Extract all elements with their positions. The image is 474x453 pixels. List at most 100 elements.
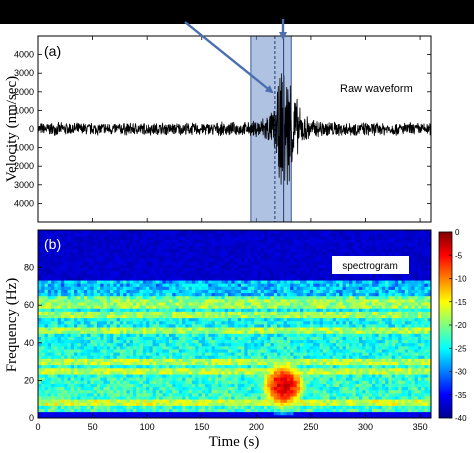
spectrogram-cell — [257, 358, 262, 362]
spectrogram-cell — [142, 233, 147, 237]
spectrogram-cell — [80, 374, 85, 378]
spectrogram-cell — [110, 302, 114, 306]
spectrogram-cell — [270, 358, 275, 362]
spectrogram-cell — [296, 302, 301, 306]
spectrogram-cell — [123, 333, 127, 337]
spectrogram-cell — [38, 336, 42, 341]
spectrogram-cell — [178, 295, 183, 300]
spectrogram-cell — [247, 230, 252, 234]
spectrogram-cell — [267, 298, 271, 303]
spectrogram-cell — [64, 270, 68, 275]
spectrogram-cell — [57, 230, 62, 234]
spectrogram-cell — [51, 414, 55, 419]
spectrogram-cell — [44, 352, 49, 356]
spectrogram-cell — [162, 317, 167, 322]
spectrogram-cell — [44, 386, 49, 391]
spectrogram-cell — [293, 414, 298, 419]
spectrogram-cell — [38, 358, 42, 362]
spectrogram-cell — [74, 411, 78, 416]
spectrogram-cell — [100, 258, 104, 262]
spectrogram-cell — [67, 402, 72, 406]
spectrogram-cell — [290, 355, 294, 359]
spectrogram-cell — [237, 289, 242, 294]
spectrogram-cell — [205, 277, 209, 281]
spectrogram-cell — [152, 233, 157, 237]
spectrogram-cell — [260, 233, 265, 237]
spectrogram-cell — [260, 352, 265, 356]
spectrogram-cell — [83, 364, 88, 369]
spectrogram-cell — [119, 364, 124, 369]
spectrogram-cell — [38, 371, 42, 375]
spectrogram-cell — [205, 349, 209, 353]
spectrogram-cell — [263, 295, 268, 300]
spectrogram-cell — [201, 389, 206, 394]
spectrogram-cell — [218, 392, 222, 397]
spectrogram-cell — [139, 355, 144, 359]
spectrogram-cell — [296, 308, 301, 312]
spectrogram-cell — [110, 245, 114, 250]
spectrogram-cell — [64, 242, 68, 247]
spectrogram-cell — [290, 320, 294, 325]
spectrogram-cell — [110, 242, 114, 247]
spectrogram-cell — [257, 292, 262, 297]
spectrogram-cell — [306, 361, 311, 366]
spectrogram-cell — [227, 298, 232, 303]
spectrogram-cell — [80, 280, 85, 284]
spectrogram-cell — [211, 289, 216, 294]
spectrogram-cell — [224, 270, 229, 275]
spectrogram-cell — [263, 414, 268, 419]
spectrogram-cell — [218, 361, 222, 366]
spectrogram-cell — [106, 358, 111, 362]
spectrogram-cell — [263, 336, 268, 341]
spectrogram-cell — [152, 248, 157, 253]
spectrogram-cell — [129, 302, 134, 306]
spectrogram-cell — [100, 302, 104, 306]
spectrogram-cell — [103, 386, 108, 391]
spectrogram-cell — [142, 236, 147, 240]
spectrogram-cell — [47, 242, 52, 247]
spectrogram-cell — [244, 355, 248, 359]
spectrogram-cell — [116, 402, 121, 406]
spectrogram-cell — [96, 330, 101, 334]
spectrogram-cell — [211, 239, 216, 243]
spectrogram-cell — [175, 314, 180, 319]
spectrogram-cell — [83, 320, 88, 325]
spectrogram-cell — [123, 236, 127, 240]
spectrogram-cell — [74, 361, 78, 366]
spectrogram-cell — [41, 330, 45, 334]
spectrogram-cell — [172, 392, 176, 397]
spectrogram-cell — [159, 273, 163, 278]
spectrogram-cell — [106, 245, 111, 250]
spectrogram-cell — [44, 308, 49, 312]
spectrogram-cell — [67, 273, 72, 278]
spectrogram-cell — [270, 383, 275, 388]
spectrogram-cell — [116, 292, 121, 297]
spectrogram-cell — [162, 336, 167, 341]
spectrogram-cell — [54, 345, 59, 350]
spectrogram-cell — [227, 367, 232, 372]
spectrogram-cell — [224, 261, 229, 265]
spectrogram-cell — [87, 396, 91, 400]
spectrogram-cell — [110, 298, 114, 303]
spectrogram-cell — [280, 364, 285, 369]
spectrogram-cell — [152, 280, 157, 284]
spectrogram-cell — [169, 352, 173, 356]
spectrogram-cell — [277, 320, 281, 325]
spectrogram-cell — [165, 280, 170, 284]
panel-a-label: (a) — [44, 43, 61, 59]
spectrogram-cell — [116, 361, 121, 366]
spectrogram-cell — [159, 392, 163, 397]
spectrogram-cell — [195, 333, 199, 337]
spectrogram-cell — [103, 308, 108, 312]
spectrogram-cell — [286, 399, 291, 403]
spectrogram-cell — [237, 342, 242, 347]
spectrogram-cell — [60, 333, 65, 337]
spectrogram-cell — [139, 342, 144, 347]
spectrogram-cell — [237, 399, 242, 403]
spectrogram-cell — [195, 230, 199, 234]
spectrogram-cell — [116, 383, 121, 388]
spectrogram-cell — [129, 248, 134, 253]
spectrogram-cell — [47, 330, 52, 334]
spectrogram-cell — [132, 361, 137, 366]
spectrogram-cell — [254, 364, 258, 369]
